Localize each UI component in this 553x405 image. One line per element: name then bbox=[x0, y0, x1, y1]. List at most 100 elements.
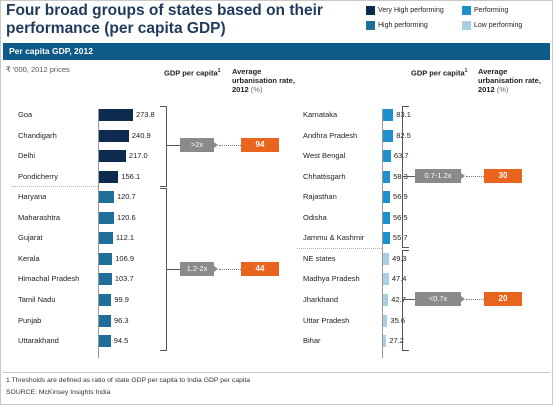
source-note: SOURCE: McKinsey Insights India bbox=[6, 389, 111, 396]
value-label: 120.6 bbox=[116, 212, 136, 222]
bar bbox=[99, 170, 119, 183]
badge-arrow bbox=[214, 142, 218, 149]
state-label: Maharashtra bbox=[18, 212, 61, 222]
value-label: 99.9 bbox=[114, 294, 129, 304]
state-label: Uttarakhand bbox=[18, 336, 59, 346]
legend-item-high: High performing bbox=[366, 21, 428, 30]
legend-item-low: Low performing bbox=[462, 21, 522, 30]
bracket-connector bbox=[166, 268, 180, 270]
badge-arrow bbox=[214, 265, 218, 272]
gdp-header-right: GDP per capita1 bbox=[411, 67, 471, 78]
gdp-ratio-badge: 1.2-2x bbox=[180, 261, 214, 276]
bar bbox=[383, 191, 391, 204]
value-label: 49.3 bbox=[392, 253, 407, 263]
group-separator bbox=[297, 247, 382, 249]
state-label: Uttar Pradesh bbox=[303, 315, 350, 325]
value-label: 27.2 bbox=[389, 336, 404, 346]
axis-line bbox=[98, 109, 99, 358]
bracket-connector bbox=[402, 299, 415, 301]
value-label: 217.0 bbox=[128, 151, 148, 161]
urb-header-line2: urbanisation rate, bbox=[478, 76, 541, 85]
legend-label: Low performing bbox=[474, 22, 523, 29]
state-label: Andhra Pradesh bbox=[303, 130, 358, 140]
bar bbox=[383, 211, 390, 224]
state-label: Gujarat bbox=[18, 233, 43, 243]
legend-label: High performing bbox=[378, 22, 428, 29]
gdp-ratio-badge: <0.7x bbox=[415, 292, 461, 307]
bar bbox=[99, 335, 111, 348]
legend-swatch bbox=[462, 6, 471, 15]
dotted-connector bbox=[219, 268, 241, 270]
axis-line bbox=[382, 109, 383, 358]
gdp-header-text: GDP per capita bbox=[164, 68, 218, 78]
urb-header-unit: (%) bbox=[250, 85, 263, 94]
state-label: Jammu & Kashmir bbox=[303, 233, 365, 243]
bar bbox=[99, 273, 112, 286]
value-label: 63.7 bbox=[393, 151, 409, 161]
bracket-connector bbox=[402, 176, 415, 178]
urb-header-line3: 2012 bbox=[478, 85, 495, 94]
bar bbox=[383, 129, 394, 142]
bar bbox=[383, 293, 389, 306]
gdp-header-text: GDP per capita bbox=[411, 68, 465, 78]
divider bbox=[3, 372, 550, 373]
value-label: 42.7 bbox=[391, 294, 406, 304]
value-label: 240.9 bbox=[131, 130, 151, 140]
state-label: Tamil Nadu bbox=[18, 294, 56, 304]
state-label: Jharkhand bbox=[303, 294, 339, 304]
group-bracket bbox=[402, 249, 409, 352]
value-label: 120.7 bbox=[116, 192, 136, 202]
legend-label: Very High performing bbox=[378, 7, 444, 14]
bar bbox=[383, 109, 394, 121]
value-label: 112.1 bbox=[115, 233, 135, 243]
value-label: 273.8 bbox=[135, 110, 155, 119]
bar bbox=[99, 211, 114, 224]
urb-header-line3: 2012 bbox=[232, 85, 249, 94]
urb-header-line1: Average bbox=[478, 67, 508, 76]
bar bbox=[99, 109, 133, 121]
state-label: Chhattisgarh bbox=[303, 171, 346, 181]
value-label: 47.4 bbox=[391, 274, 407, 284]
value-label: 56.5 bbox=[393, 212, 408, 222]
dotted-connector bbox=[219, 145, 241, 147]
gdp-header-sup: 1 bbox=[464, 68, 468, 74]
value-label: 103.7 bbox=[114, 274, 134, 284]
value-label: 35.6 bbox=[390, 315, 406, 325]
state-label: Karnataka bbox=[303, 110, 338, 119]
dotted-connector bbox=[466, 176, 484, 178]
legend-swatch bbox=[366, 6, 375, 15]
bar bbox=[99, 232, 113, 245]
bar bbox=[99, 129, 129, 142]
urb-header-line2: urbanisation rate, bbox=[232, 76, 295, 85]
group-separator bbox=[12, 185, 98, 187]
urbanisation-badge: 94 bbox=[241, 138, 279, 153]
footnote: 1 Thresholds are defined as ratio of sta… bbox=[6, 377, 251, 384]
value-label: 83.1 bbox=[396, 110, 411, 119]
urb-header-left: Average urbanisation rate, 2012 (%) bbox=[232, 67, 322, 94]
state-label: Pondicherry bbox=[18, 171, 59, 181]
bar bbox=[99, 191, 114, 204]
gdp-ratio-badge: 0.7-1.2x bbox=[415, 169, 461, 184]
value-label: 106.9 bbox=[115, 253, 135, 263]
urb-header-unit: (%) bbox=[496, 85, 509, 94]
state-label: Delhi bbox=[18, 151, 36, 161]
urbanisation-badge: 30 bbox=[484, 169, 522, 184]
legend-swatch bbox=[462, 21, 471, 30]
badge-arrow bbox=[461, 296, 465, 303]
chart-title: Four broad groups of states based on the… bbox=[6, 2, 323, 37]
legend-swatch bbox=[366, 21, 375, 30]
value-label: 96.3 bbox=[113, 315, 129, 325]
bar bbox=[383, 335, 387, 348]
state-label: Himachal Pradesh bbox=[18, 274, 80, 284]
state-label: Goa bbox=[18, 110, 33, 119]
badge-arrow bbox=[461, 173, 465, 180]
state-label: West Bengal bbox=[303, 151, 346, 161]
legend-item-very-high: Very High performing bbox=[366, 6, 444, 15]
bar bbox=[99, 150, 126, 163]
value-label: 55.7 bbox=[392, 233, 408, 243]
legend-item-performing: Performing bbox=[462, 6, 508, 15]
value-label: 82.5 bbox=[396, 130, 411, 140]
section-band: Per capita GDP, 2012 bbox=[3, 43, 550, 60]
urbanisation-badge: 44 bbox=[241, 261, 279, 276]
